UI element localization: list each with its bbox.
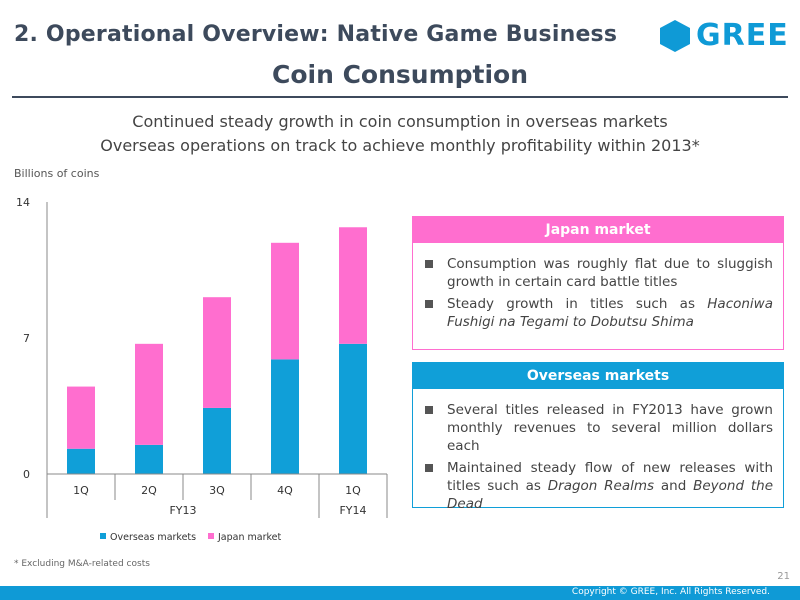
lead-line-1: Continued steady growth in coin consumpt… [132,112,668,131]
x-tick-label: 1Q [73,484,89,497]
overseas-markets-list: Several titles released in FY2013 have g… [413,389,783,527]
square-bullet-icon [425,300,433,308]
legend-label: Japan market [217,532,282,543]
bullet-text: Steady growth in titles such as Haconiwa… [447,296,773,330]
hexagon-logo-icon [660,19,690,52]
x-tick-label: 2Q [141,484,157,497]
section-title: 2. Operational Overview: Native Game Bus… [14,22,618,47]
x-tick-label: 4Q [277,484,293,497]
y-tick-label: 7 [23,332,30,345]
y-tick-label: 14 [16,196,30,209]
square-bullet-icon [425,464,433,472]
gree-logo: GREE [660,18,789,53]
list-item: Steady growth in titles such as Haconiwa… [425,295,773,331]
lead-line-2: Overseas operations on track to achieve … [100,136,700,155]
square-bullet-icon [425,406,433,414]
game-title: Dragon Realms [547,478,655,494]
legend-label: Overseas markets [110,532,196,543]
bar-japan-1 [135,343,163,445]
japan-market-box: Japan market Consumption was roughly fla… [412,216,784,350]
x-tick-label: 1Q [345,484,361,497]
bar-overseas-4 [339,343,367,474]
japan-market-heading: Japan market [413,217,783,243]
legend-swatch [100,533,106,539]
bar-japan-3 [271,242,299,360]
footer-bar: Copyright © GREE, Inc. All Rights Reserv… [0,586,800,600]
bar-overseas-1 [135,444,163,474]
list-item: Maintained steady flow of new releases w… [425,459,773,513]
page-number: 21 [777,571,790,582]
list-item: Several titles released in FY2013 have g… [425,401,773,455]
legend-swatch [208,533,214,539]
bullet-text: Maintained steady flow of new releases w… [447,460,774,512]
list-item: Consumption was roughly flat due to slug… [425,255,773,291]
group-label: FY14 [339,504,366,517]
japan-market-list: Consumption was roughly flat due to slug… [413,243,783,345]
game-title: Beyond the Dead [447,478,774,512]
bullet-text: Several titles released in FY2013 have g… [447,402,773,454]
square-bullet-icon [425,260,433,268]
bar-overseas-0 [67,448,95,474]
bar-japan-4 [339,227,367,344]
bar-overseas-2 [203,407,231,474]
bar-japan-2 [203,297,231,408]
copyright: Copyright © GREE, Inc. All Rights Reserv… [571,587,770,597]
bar-japan-0 [67,386,95,449]
y-tick-label: 0 [23,468,30,481]
bar-overseas-3 [271,359,299,474]
x-tick-label: 3Q [209,484,225,497]
game-title: Haconiwa Fushigi na Tegami to Dobutsu Sh… [447,296,773,330]
page-title: Coin Consumption [271,60,529,89]
group-label: FY13 [169,504,196,517]
lead-text: Continued steady growth in coin consumpt… [0,110,800,158]
y-axis-unit-label: Billions of coins [14,167,100,180]
bullet-text: Consumption was roughly flat due to slug… [447,256,773,290]
coin-consumption-chart: 0 7 14 1Q 2Q 3Q 4Q 1Q FY13 FY14 Overseas markets Ja… [16,196,388,543]
overseas-markets-heading: Overseas markets [413,363,783,389]
title-divider [12,96,788,98]
footnote: * Excluding M&A-related costs [14,559,150,569]
logo-text: GREE [696,18,789,53]
overseas-markets-box: Overseas markets Several titles released… [412,362,784,512]
